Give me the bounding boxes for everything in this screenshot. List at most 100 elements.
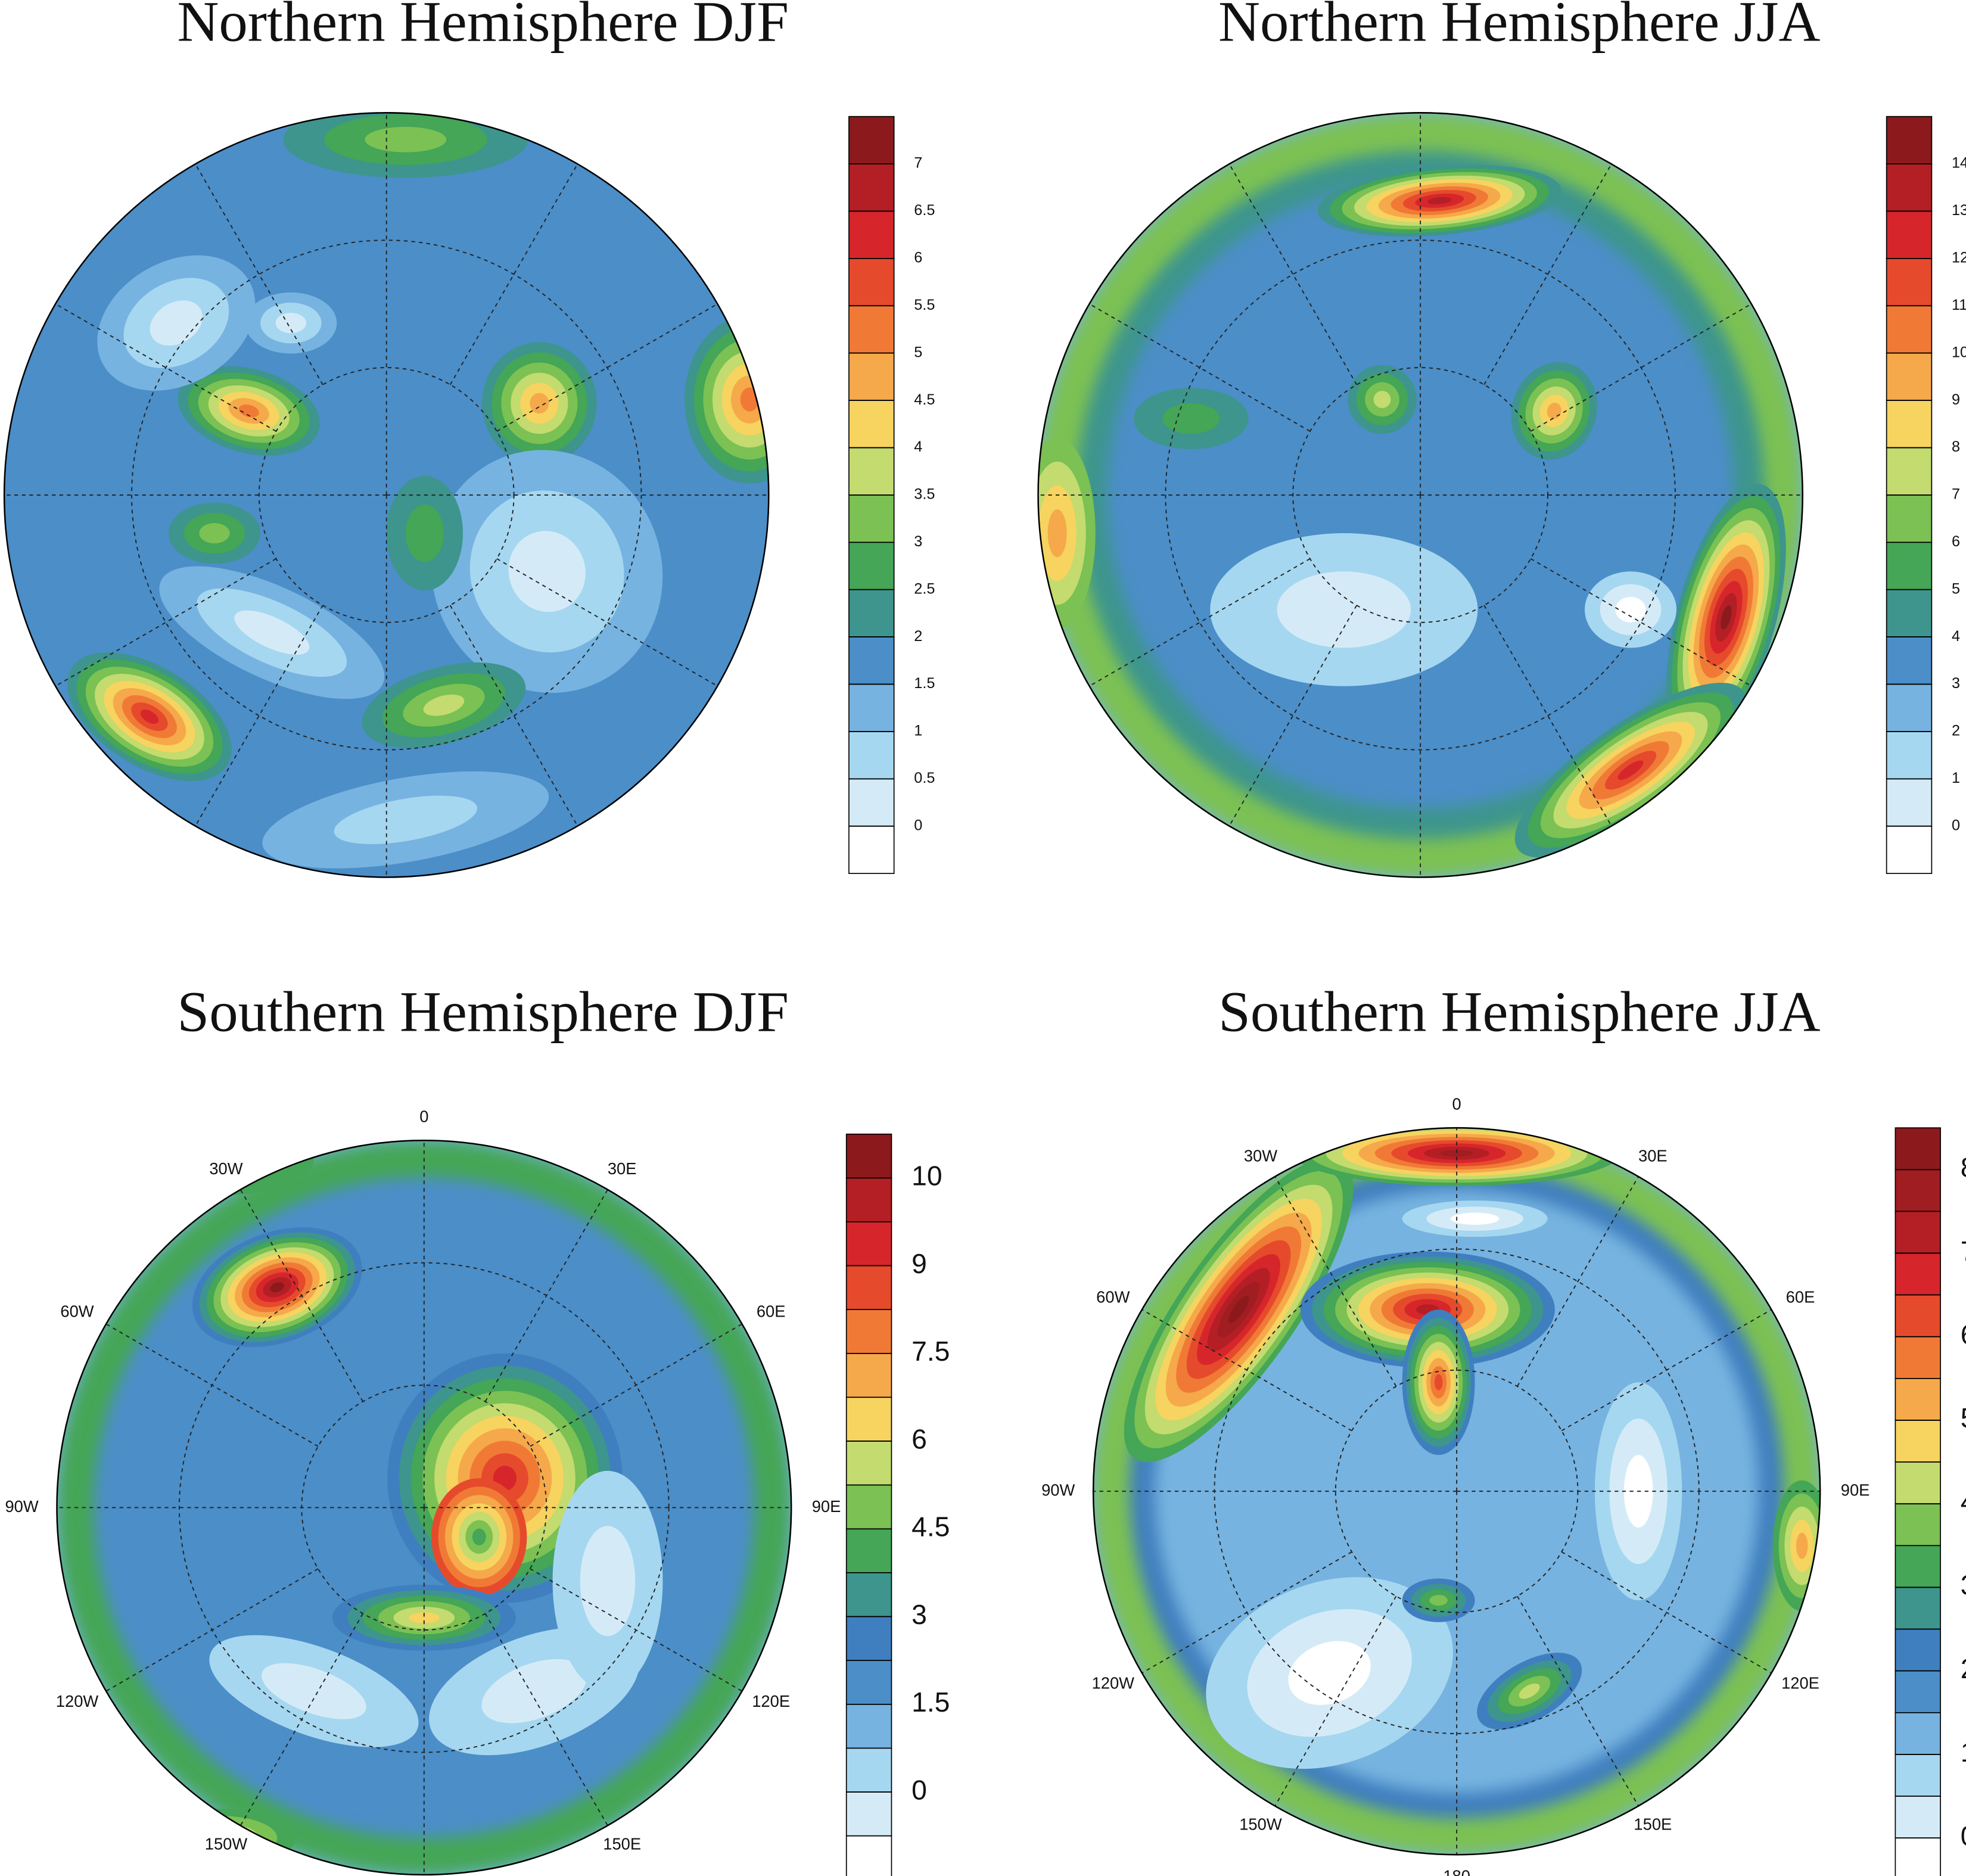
longitude-label: 30W	[209, 1159, 242, 1178]
colorbar-label: 11	[1952, 297, 1966, 313]
contour-fill	[199, 522, 230, 544]
longitude-label: 0	[419, 1107, 428, 1126]
colorbar-box	[1895, 1837, 1941, 1876]
longitude-label: 150E	[1634, 1815, 1672, 1834]
colorbar-box	[1895, 1336, 1941, 1379]
contour-fill	[405, 504, 444, 562]
colorbar-box	[1886, 447, 1933, 496]
colorbar-label: 6	[1952, 533, 1960, 550]
field	[4, 113, 769, 878]
colorbar-box	[1886, 163, 1933, 212]
colorbar-box	[1886, 825, 1933, 875]
latitude-line	[1292, 367, 1548, 623]
colorbar-box	[1886, 258, 1933, 307]
contour-fill	[140, 710, 159, 724]
colorbar-box	[845, 1703, 892, 1749]
contour-fill	[409, 1612, 440, 1623]
colorbar-label: 6	[914, 250, 922, 266]
contour-fill	[1288, 1641, 1371, 1705]
colorbar-label: 2	[1952, 723, 1960, 739]
longitude-label: 90E	[812, 1497, 841, 1516]
colorbar-box	[1886, 636, 1933, 685]
contour-fill	[270, 1282, 285, 1293]
panel-title: Southern Hemisphere DJF	[177, 979, 789, 1043]
colorbar-label: 0.5	[914, 770, 935, 786]
colorbar-label: 1	[914, 723, 922, 739]
colorbar-box	[845, 1309, 892, 1354]
colorbar-box	[845, 1396, 892, 1442]
contour-fill	[508, 531, 586, 612]
contour-fill	[150, 300, 203, 346]
colorbar-box	[848, 731, 895, 780]
contour-fill	[1277, 571, 1411, 648]
colorbar-label: 5	[1961, 1402, 1966, 1433]
colorbar-label: 10	[1952, 344, 1966, 360]
colorbar-label: 0	[1961, 1820, 1966, 1851]
meridian	[1516, 1176, 1639, 1387]
longitude-label: 120E	[752, 1692, 790, 1710]
colorbar-box	[1886, 352, 1933, 401]
meridian	[1561, 1551, 1772, 1674]
colorbar-label: 1	[1952, 770, 1960, 786]
contour-fill	[530, 393, 549, 414]
colorbar-label: 2.5	[914, 580, 935, 597]
colorbar-label: 3	[914, 533, 922, 550]
colorbar-label: 6	[1961, 1319, 1966, 1350]
colorbar-label: 3.5	[914, 486, 935, 503]
map-panel: Southern Hemisphere JJA030E60E90E120E150…	[1041, 979, 1966, 1876]
map-panel: Northern Hemisphere JJA01234567891011121…	[1037, 0, 1966, 878]
colorbar-label: 1.5	[914, 675, 935, 692]
contour-fill	[1547, 403, 1561, 419]
contour-fill	[1617, 760, 1644, 780]
colorbar-box	[848, 825, 895, 875]
colorbar-label: 1.5	[912, 1687, 950, 1718]
colorbar-label: 7.5	[912, 1336, 950, 1367]
colorbar-label: 1	[1961, 1737, 1966, 1768]
colorbar-label: 3	[912, 1599, 927, 1630]
longitude-label: 150W	[205, 1834, 248, 1853]
meridian	[1141, 1309, 1352, 1432]
contour-fill	[1519, 1683, 1540, 1699]
colorbar-label: 12	[1952, 250, 1966, 266]
colorbar-box	[848, 305, 895, 354]
colorbar-box	[1895, 1127, 1941, 1171]
contour-fill	[1450, 1212, 1500, 1225]
colorbar-label: 2	[914, 628, 922, 645]
colorbar-box	[1886, 305, 1933, 354]
longitude-label: 150E	[603, 1834, 641, 1853]
colorbar-box	[1895, 1294, 1941, 1337]
colorbar-box	[1886, 494, 1933, 543]
colorbar-box	[1895, 1503, 1941, 1547]
meridian	[55, 303, 276, 432]
colorbar-box	[848, 163, 895, 212]
colorbar-box	[1895, 1754, 1941, 1797]
colorbar-box	[845, 1528, 892, 1573]
colorbar-box	[1895, 1586, 1941, 1630]
contour-fill	[1427, 197, 1452, 204]
map-border	[1037, 112, 1803, 878]
colorbar-box	[1886, 542, 1933, 590]
colorbar-box	[1895, 1628, 1941, 1672]
meridian	[530, 1323, 743, 1447]
latitude-line	[1165, 239, 1676, 751]
colorbar-box	[845, 1441, 892, 1486]
colorbar-box	[848, 447, 895, 496]
map-border	[56, 1139, 792, 1876]
colorbar-box	[848, 636, 895, 685]
meridian	[449, 163, 578, 385]
colorbar-label: 0	[912, 1774, 927, 1805]
colorbar-label: 5	[914, 344, 922, 360]
map-panel: Northern Hemisphere DJF 0 0.5 1 1.5 2 2.5 3 3.5 4…	[3, 0, 935, 878]
colorbar-label: 7	[914, 155, 922, 172]
meridian	[484, 1613, 608, 1826]
longitude-label: 150W	[1239, 1815, 1282, 1834]
meridian	[105, 1568, 319, 1692]
colorbar-label: 0	[914, 817, 922, 833]
colorbar-box	[845, 1352, 892, 1398]
colorbar-box	[1895, 1670, 1941, 1713]
meridian	[449, 605, 578, 826]
meridian	[1483, 163, 1612, 385]
map-panel: Southern Hemisphere DJF 0 30E 60E 90E 120E 150…	[5, 979, 950, 1876]
colorbar-box	[845, 1835, 892, 1876]
meridian	[1274, 1595, 1397, 1806]
